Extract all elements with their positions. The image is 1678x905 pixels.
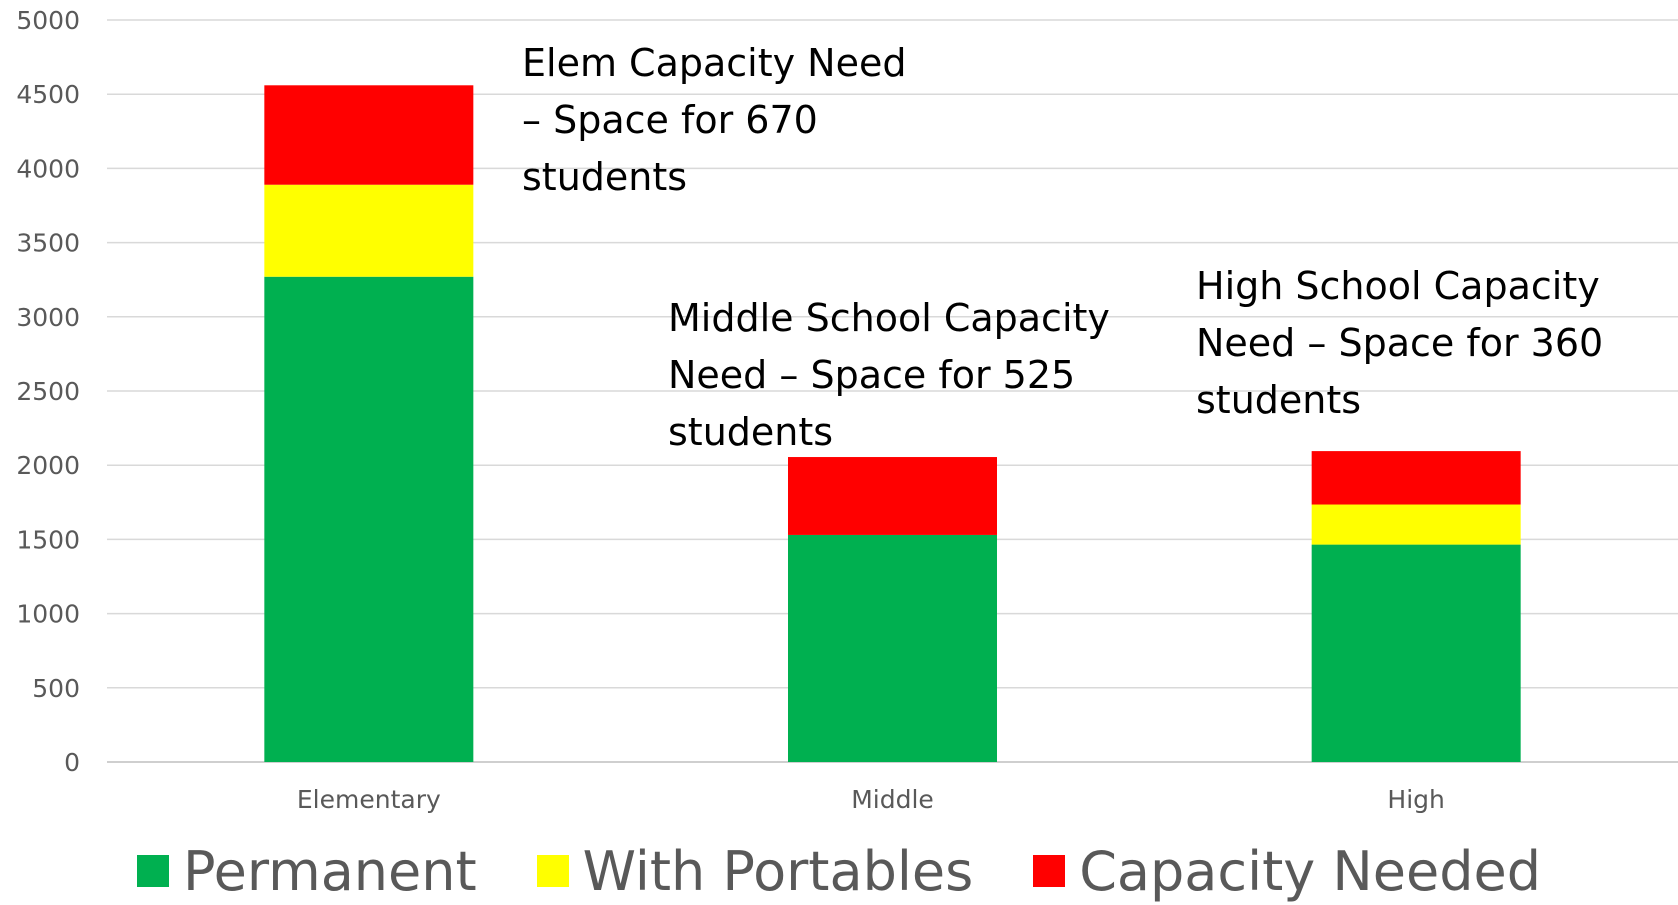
y-tick-label: 4500 <box>16 80 80 109</box>
x-tick-label: Elementary <box>297 785 441 814</box>
legend-item-permanent: Permanent <box>137 840 477 903</box>
legend-item-capacity-needed: Capacity Needed <box>1033 840 1541 903</box>
legend-label: Permanent <box>183 839 477 903</box>
bar-segment-permanent-elementary <box>264 276 474 762</box>
legend-swatch <box>1033 855 1066 887</box>
x-tick-label: Middle <box>851 785 934 814</box>
x-tick-label: High <box>1387 785 1444 814</box>
annotation-elementary: Elem Capacity Need – Space for 670 stude… <box>522 41 907 199</box>
bar-segment-with-portables-high <box>1311 504 1521 545</box>
legend-label: Capacity Needed <box>1079 839 1541 903</box>
y-tick-label: 3000 <box>16 303 80 332</box>
y-tick-label: 1500 <box>16 525 80 554</box>
legend-swatch <box>536 855 569 887</box>
bar-segment-with-portables-elementary <box>264 184 474 277</box>
legend: Permanent With Portables Capacity Needed <box>0 838 1678 904</box>
annotation-high: High School Capacity Need – Space for 36… <box>1196 264 1604 422</box>
y-tick-label: 3500 <box>16 229 80 258</box>
y-tick-label: 1000 <box>16 600 80 629</box>
y-tick-label: 2500 <box>16 377 80 406</box>
y-tick-label: 500 <box>32 674 80 703</box>
bar-segment-capacity-needed-middle <box>788 457 997 535</box>
y-tick-label: 4000 <box>16 154 80 183</box>
y-tick-label: 2000 <box>16 451 80 480</box>
y-tick-label: 0 <box>64 748 80 777</box>
annotation-middle: Middle School Capacity Need – Space for … <box>668 296 1110 454</box>
bar-segment-permanent-high <box>1311 544 1521 762</box>
legend-label: With Portables <box>582 839 974 903</box>
y-tick-label: 5000 <box>16 6 80 35</box>
legend-swatch <box>137 855 169 887</box>
legend-item-with-portables: With Portables <box>536 839 974 903</box>
bar-segment-permanent-middle <box>788 534 997 762</box>
bar-segment-capacity-needed-elementary <box>264 85 474 185</box>
bar-segment-capacity-needed-high <box>1311 451 1521 505</box>
